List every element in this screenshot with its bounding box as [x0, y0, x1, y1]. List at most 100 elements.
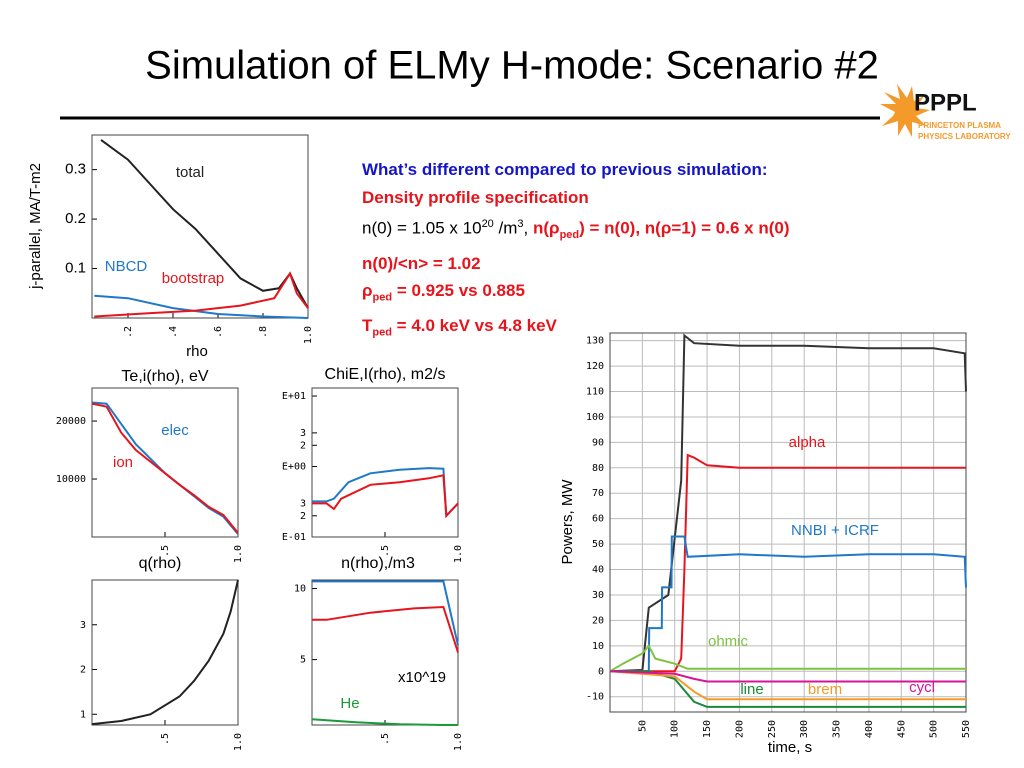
- series-line: [312, 580, 459, 646]
- note-sub: ped: [372, 326, 392, 339]
- y-tick-label: 40: [592, 565, 604, 576]
- plot-frame: [311, 579, 459, 726]
- y-tick-label: 30: [592, 590, 604, 601]
- y-tick-label: 0: [598, 666, 604, 677]
- y-tick-label: 0.2: [65, 210, 86, 227]
- plot-frame: [91, 387, 239, 538]
- x-tick-label: 50: [637, 720, 648, 732]
- y-tick-label: 50: [592, 539, 604, 550]
- note-text: ρ: [362, 281, 373, 301]
- series-label: He: [340, 695, 359, 712]
- note-text: ) = n(0), n(: [579, 218, 661, 238]
- x-tick-label: 200: [734, 720, 745, 738]
- y-tick-label: 0.1: [65, 260, 86, 277]
- series-line: [609, 670, 966, 701]
- series-label: elec: [161, 422, 189, 439]
- logo-name: PPPL: [914, 89, 977, 116]
- x-tick-label: 500: [929, 720, 940, 738]
- x-tick-label: .5: [380, 545, 391, 557]
- y-tick-label: 10: [294, 584, 306, 595]
- y-tick-label: 1: [80, 709, 86, 720]
- note-text: ,: [523, 218, 533, 238]
- series-line: [609, 644, 966, 673]
- chart-title: n(rho),/m3: [341, 555, 415, 572]
- y-tick-label: 90: [592, 437, 604, 448]
- y-tick-label: 110: [586, 387, 604, 398]
- series-label: ohmic: [708, 633, 749, 650]
- y-tick-label: E+00: [282, 462, 306, 473]
- y-tick-label: 80: [592, 463, 604, 474]
- x-axis-label: time, s: [768, 739, 812, 756]
- note-line: Tped = 4.0 keV vs 4.8 keV: [362, 312, 790, 347]
- note-line: n(0)/<n> = 1.02: [362, 253, 481, 273]
- chart-title: Te,i(rho), eV: [121, 368, 208, 385]
- logo: PPPL PRINCETON PLASMA PHYSICS LABORATORY: [880, 84, 1011, 141]
- series-line: [91, 579, 239, 726]
- note-text: ρ: [549, 218, 560, 238]
- series-label: total: [176, 164, 204, 181]
- note-text: /m: [493, 218, 518, 238]
- y-tick-label: 20: [592, 615, 604, 626]
- y-tick-label: 60: [592, 514, 604, 525]
- note-sup: 3: [517, 218, 524, 230]
- series-line: [312, 605, 459, 653]
- x-tick-label: .5: [380, 733, 391, 745]
- y-tick-label: 130: [586, 336, 604, 347]
- note-line: Density profile specification: [362, 187, 589, 207]
- series-label: ion: [113, 454, 133, 471]
- note-line: ρped = 0.925 vs 0.885: [362, 277, 790, 312]
- y-tick-label: 120: [586, 361, 604, 372]
- slide-title: Simulation of ELMy H-mode: Scenario #2: [145, 44, 879, 88]
- y-tick-label: E+01: [282, 391, 306, 402]
- note-text: = 4.0 keV vs 4.8 keV: [391, 315, 557, 335]
- series-line: [610, 453, 966, 673]
- y-axis-label: Powers, MW: [559, 479, 576, 565]
- notes: What’s different compared to previous si…: [362, 156, 790, 347]
- y-tick-label: 3: [300, 498, 306, 509]
- plot-frame: [609, 332, 967, 713]
- series-label: bootstrap: [162, 270, 225, 287]
- x-tick-label: 1.0: [233, 733, 244, 751]
- y-tick-label: 100: [586, 412, 604, 423]
- y-tick-label: 10: [592, 641, 604, 652]
- x-tick-label: .6: [213, 326, 224, 338]
- x-tick-label: 100: [670, 720, 681, 738]
- x-axis-label: rho: [186, 343, 208, 360]
- x-tick-label: 1.0: [303, 326, 314, 344]
- y-tick-label: 2: [300, 511, 306, 522]
- note-text: = 0.925 vs 0.885: [392, 281, 525, 301]
- plot-frame: [91, 579, 239, 726]
- x-tick-label: .8: [258, 326, 269, 338]
- series-line: [610, 670, 966, 708]
- y-tick-label: 20000: [56, 416, 86, 427]
- y-axis-label: j-parallel, MA/T-m2: [27, 163, 44, 290]
- note-sub: ped: [559, 229, 580, 242]
- y-tick-label: 70: [592, 488, 604, 499]
- x-tick-label: 450: [896, 720, 907, 738]
- logo-line: PRINCETON PLASMA: [918, 121, 1001, 130]
- logo-line: PHYSICS LABORATORY: [918, 132, 1011, 141]
- y-tick-label: 2: [300, 440, 306, 451]
- x-tick-label: .2: [123, 326, 134, 338]
- note-text: n(0) = 1.05 x 10: [362, 218, 482, 238]
- series-label: alpha: [789, 434, 826, 451]
- note-sub: ped: [372, 291, 393, 304]
- y-tick-label: 2: [80, 665, 86, 676]
- series-label: cycl: [909, 679, 935, 696]
- y-tick-label: 10000: [56, 474, 86, 485]
- series-line: [312, 474, 459, 519]
- series-line: [94, 271, 309, 318]
- note-line: n(0) = 1.05 x 1020 /m3, n(ρped) = n(0), …: [362, 211, 790, 250]
- x-tick-label: 1.0: [453, 545, 464, 563]
- x-tick-label: 1.0: [233, 545, 244, 563]
- series-label: NNBI + ICRF: [791, 522, 879, 539]
- series-line: [609, 670, 966, 683]
- annotation: x10^19: [398, 669, 446, 686]
- note-line: What’s different compared to previous si…: [362, 160, 768, 179]
- x-tick-label: 150: [702, 720, 713, 738]
- note-text: ρ: [660, 218, 672, 238]
- x-tick-label: .5: [160, 733, 171, 745]
- x-tick-label: 300: [799, 720, 810, 738]
- series-line: [311, 718, 458, 726]
